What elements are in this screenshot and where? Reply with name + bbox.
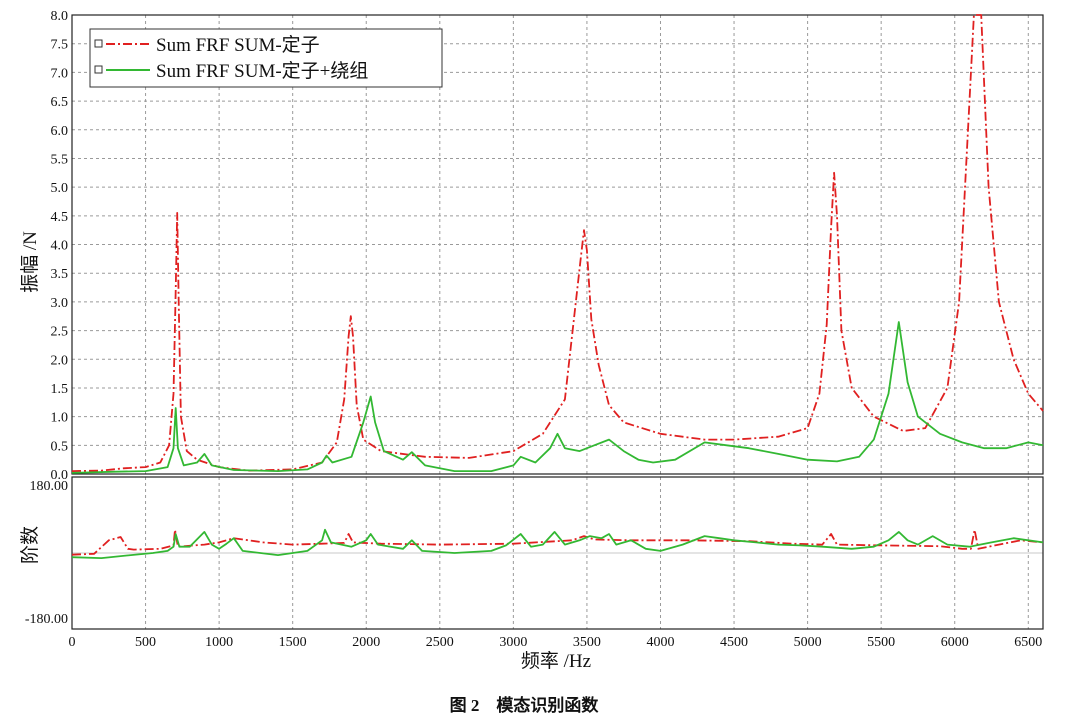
magnitude-gridlines bbox=[71, 14, 1043, 475]
magnitude-y-tick-labels: 0.0 0.5 1.0 1.5 2.0 2.5 3.0 3.5 4.0 4.5 5.0 5.5 6.0 6… bbox=[51, 9, 69, 483]
x-tick-label: 6500 bbox=[1014, 635, 1042, 650]
y-tick-label: 8.0 bbox=[51, 9, 69, 24]
y-tick-label: 4.0 bbox=[51, 239, 69, 254]
legend-marker-stator bbox=[94, 39, 103, 48]
legend: Sum FRF SUM-定子 Sum FRF SUM-定子+绕组 bbox=[89, 28, 443, 88]
y-tick-label: 4.5 bbox=[51, 210, 69, 225]
y-tick-label: 0.0 bbox=[51, 468, 69, 483]
y-tick-label: 6.5 bbox=[51, 95, 69, 110]
y-tick-label: 6.0 bbox=[51, 124, 69, 139]
x-tick-label: 1500 bbox=[279, 635, 307, 650]
y-tick-label: 5.0 bbox=[51, 181, 69, 196]
magnitude-line-stator bbox=[71, 14, 1044, 472]
y-tick-label: 2.5 bbox=[51, 325, 69, 340]
legend-marker-stator-winding bbox=[94, 65, 103, 74]
legend-label-stator: Sum FRF SUM-定子 bbox=[156, 34, 320, 56]
phase-plot-frame bbox=[71, 476, 1044, 630]
x-tick-label: 500 bbox=[135, 635, 156, 650]
y-tick-label: 2.0 bbox=[51, 353, 69, 368]
x-tick-label: 4000 bbox=[646, 635, 674, 650]
magnitude-y-axis-label: 振幅 /N bbox=[19, 231, 41, 293]
x-tick-label: 6000 bbox=[941, 635, 969, 650]
y-tick-label: 3.0 bbox=[51, 296, 69, 311]
phase-series bbox=[71, 528, 1044, 559]
phase-y-tick-label: 180.00 bbox=[30, 479, 69, 494]
figure-caption: 图 2 模态识别函数 bbox=[450, 695, 600, 715]
y-tick-label: 5.5 bbox=[51, 152, 69, 167]
x-tick-label: 2000 bbox=[352, 635, 380, 650]
phase-y-axis-label: 阶数 bbox=[19, 526, 41, 564]
phase-y-tick-label: -180.00 bbox=[25, 612, 68, 627]
phase-line-stator bbox=[71, 528, 1044, 556]
phase-gridlines bbox=[71, 477, 1043, 629]
legend-label-stator-winding: Sum FRF SUM-定子+绕组 bbox=[156, 60, 368, 82]
y-tick-label: 7.0 bbox=[51, 66, 69, 81]
x-tick-labels: 0 500 1000 1500 2000 2500 3000 3500 4000 4500 5000… bbox=[69, 635, 1043, 650]
y-tick-label: 1.5 bbox=[51, 382, 69, 397]
y-tick-label: 3.5 bbox=[51, 267, 69, 282]
x-tick-label: 1000 bbox=[205, 635, 233, 650]
x-tick-label: 2500 bbox=[426, 635, 454, 650]
x-tick-label: 3000 bbox=[499, 635, 527, 650]
x-tick-label: 4500 bbox=[720, 635, 748, 650]
y-tick-label: 0.5 bbox=[51, 439, 69, 454]
y-tick-label: 7.5 bbox=[51, 38, 69, 53]
x-tick-label: 5500 bbox=[867, 635, 895, 650]
phase-y-tick-labels: 180.00 -180.00 bbox=[25, 479, 68, 627]
x-tick-label: 3500 bbox=[573, 635, 601, 650]
x-tick-label: 5000 bbox=[794, 635, 822, 650]
y-tick-label: 1.0 bbox=[51, 411, 69, 426]
magnitude-line-stator-winding bbox=[71, 321, 1044, 474]
phase-line-stator-winding bbox=[71, 528, 1044, 559]
x-axis-label: 频率 /Hz bbox=[521, 650, 591, 672]
magnitude-series bbox=[71, 14, 1044, 474]
magnitude-plot-frame bbox=[71, 14, 1044, 475]
x-tick-label: 0 bbox=[69, 635, 76, 650]
legend-box bbox=[89, 28, 443, 88]
